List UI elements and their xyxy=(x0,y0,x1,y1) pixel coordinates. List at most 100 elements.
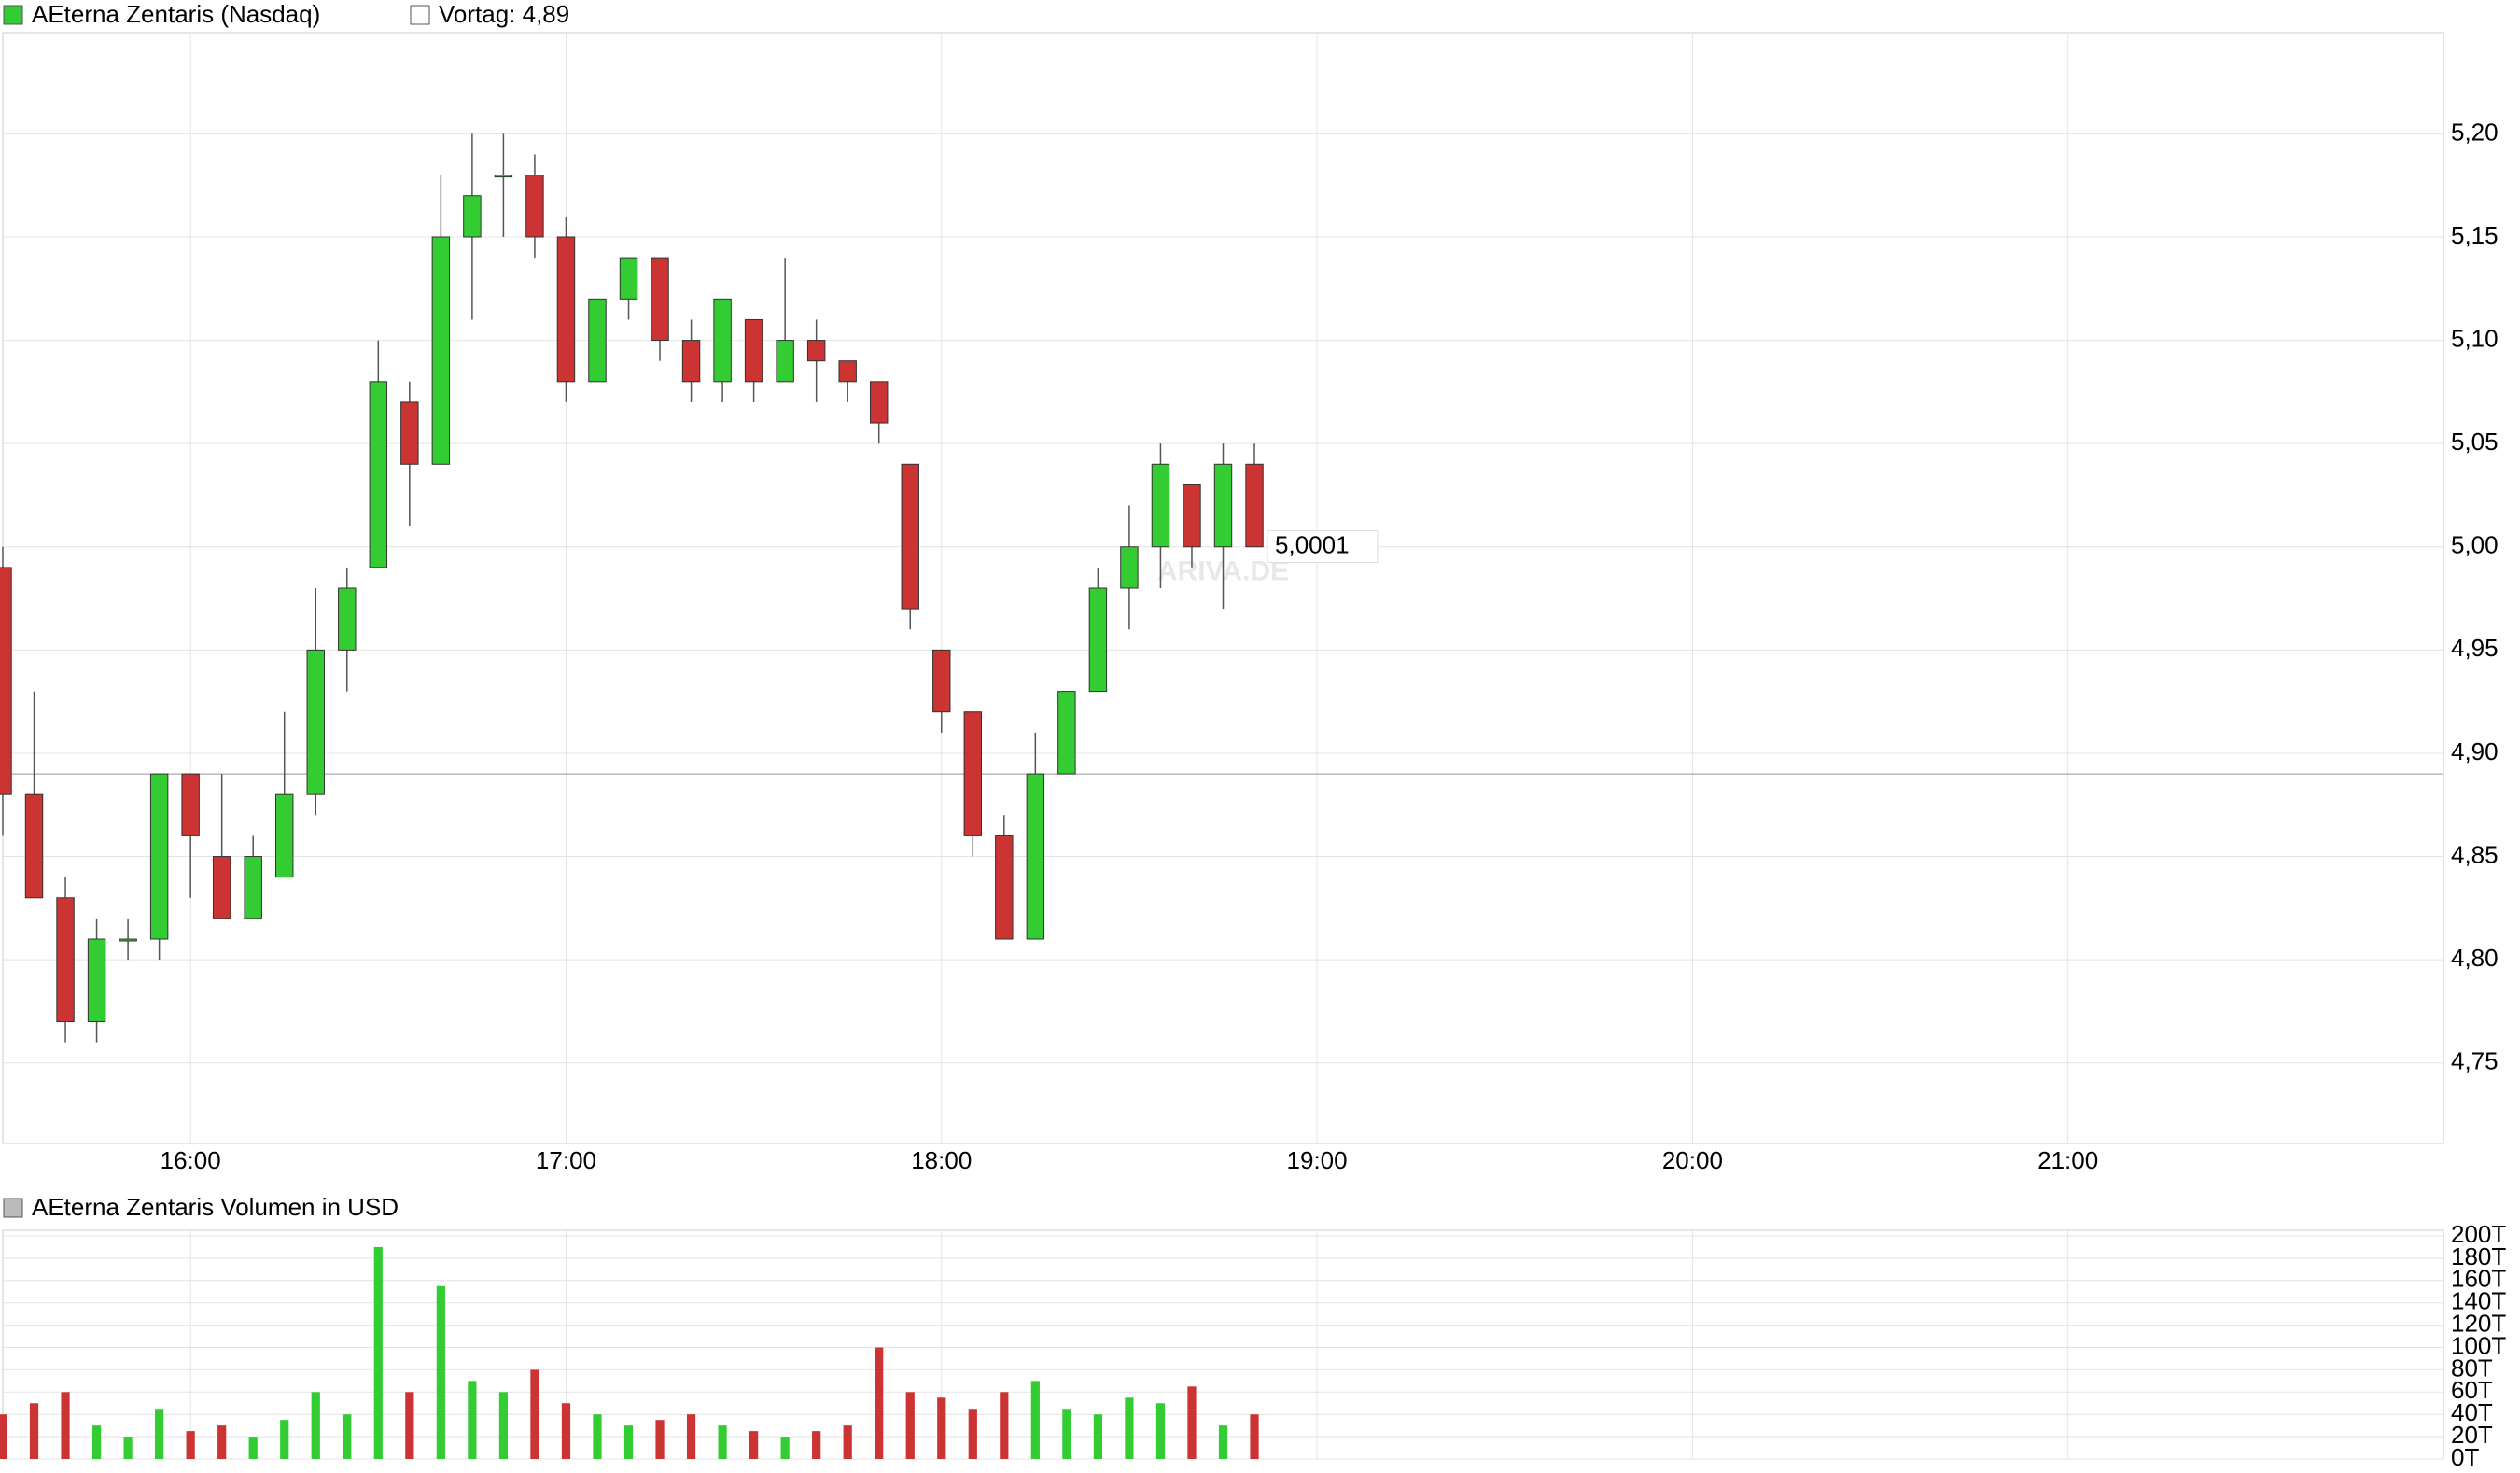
volume-bar xyxy=(343,1414,352,1459)
volume-bar xyxy=(1093,1414,1103,1459)
candle-body xyxy=(1151,463,1170,548)
candle-body xyxy=(681,340,701,383)
volume-bar xyxy=(937,1397,946,1459)
y-tick-label: 60T xyxy=(2451,1376,2493,1404)
candle-body xyxy=(932,649,951,713)
candle-body xyxy=(869,381,889,424)
y-tick-label: 5,05 xyxy=(2451,428,2499,456)
volume-bar xyxy=(61,1392,70,1459)
volume-bar xyxy=(248,1437,258,1459)
candle-body xyxy=(651,257,669,342)
legend-swatch xyxy=(410,5,430,25)
legend-swatch xyxy=(3,1198,23,1218)
volume-bar xyxy=(843,1425,852,1459)
volume-bar xyxy=(186,1431,195,1459)
y-tick-label: 20T xyxy=(2451,1421,2493,1449)
candle-body xyxy=(244,856,262,919)
candle-body xyxy=(806,340,826,362)
volume-bar xyxy=(655,1420,665,1459)
candle-body xyxy=(24,793,44,899)
volume-bar xyxy=(1030,1381,1040,1459)
y-tick-label: 200T xyxy=(2451,1220,2506,1248)
volume-bar xyxy=(749,1431,759,1459)
candle-body xyxy=(400,401,419,465)
candle-body xyxy=(494,175,513,178)
last-price-label: 5,0001 xyxy=(1275,530,1350,558)
candle-body xyxy=(0,567,12,795)
candle-body xyxy=(56,897,75,1022)
volume-bar xyxy=(1125,1397,1134,1459)
legend-swatch xyxy=(3,5,23,25)
candle-body xyxy=(212,856,231,919)
candle-body xyxy=(1057,691,1076,775)
y-tick-label: 120T xyxy=(2451,1309,2506,1337)
candle-body xyxy=(963,711,983,836)
candle-body xyxy=(901,463,919,610)
volume-bar xyxy=(1062,1409,1071,1459)
candle-body xyxy=(588,298,607,383)
candle-body xyxy=(275,793,294,878)
candle-body xyxy=(1183,484,1201,548)
volume-bar xyxy=(530,1369,539,1459)
x-tick-label: 21:00 xyxy=(2037,1146,2098,1174)
volume-bar xyxy=(1187,1386,1197,1459)
candle-body xyxy=(1245,463,1264,548)
y-tick-label: 5,10 xyxy=(2451,324,2499,352)
y-tick-label: 5,15 xyxy=(2451,221,2499,249)
candle-body xyxy=(119,938,137,942)
x-tick-label: 16:00 xyxy=(161,1146,221,1174)
y-tick-label: 4,80 xyxy=(2451,944,2499,972)
legend-label: AEterna Zentaris (Nasdaq) xyxy=(32,0,320,28)
candle-body xyxy=(149,773,169,940)
candle-body xyxy=(525,175,544,238)
volume-bar xyxy=(812,1431,821,1459)
candle-body xyxy=(776,340,794,383)
candle-body xyxy=(995,835,1014,940)
y-tick-label: 5,00 xyxy=(2451,531,2499,559)
volume-bar xyxy=(498,1392,509,1459)
legend-label: Vortag: 4,89 xyxy=(439,0,569,28)
y-tick-label: 4,95 xyxy=(2451,634,2499,662)
candle-body xyxy=(369,381,388,568)
candle-body xyxy=(338,587,357,651)
volume-bar xyxy=(718,1425,727,1459)
y-tick-label: 160T xyxy=(2451,1265,2506,1293)
volume-bar xyxy=(91,1425,102,1459)
candle-body xyxy=(431,236,451,465)
chart-title: AEterna Zentaris Volumen in USD xyxy=(32,1193,399,1221)
volume-bar xyxy=(123,1437,133,1459)
candle-body xyxy=(87,938,106,1022)
candle-body xyxy=(463,195,482,238)
plot-area xyxy=(2,1229,2444,1460)
candle-body xyxy=(744,318,763,383)
volume-bar xyxy=(373,1246,383,1459)
volume-bar xyxy=(686,1414,696,1459)
volume-bar xyxy=(905,1392,915,1459)
last-price-box xyxy=(1267,530,1379,564)
volume-bar xyxy=(1155,1403,1166,1459)
volume-bar xyxy=(1000,1392,1009,1459)
candle-body xyxy=(556,236,576,383)
candle-body xyxy=(713,298,732,383)
volume-bar xyxy=(155,1409,164,1459)
volume-bar xyxy=(405,1392,414,1459)
volume-bar xyxy=(468,1381,477,1459)
candle-body xyxy=(619,257,638,300)
candle-body xyxy=(838,360,857,383)
y-tick-label: 4,75 xyxy=(2451,1047,2499,1075)
volume-bar xyxy=(1250,1414,1259,1459)
volume-bar xyxy=(0,1414,7,1459)
y-tick-label: 0T xyxy=(2451,1443,2479,1471)
volume-bar xyxy=(623,1425,634,1459)
candle-body xyxy=(1213,463,1233,548)
x-tick-label: 20:00 xyxy=(1662,1146,1723,1174)
x-tick-label: 19:00 xyxy=(1287,1146,1348,1174)
volume-bar xyxy=(968,1409,977,1459)
volume-bar xyxy=(561,1403,571,1459)
volume-bar xyxy=(1218,1425,1228,1459)
x-tick-label: 17:00 xyxy=(536,1146,596,1174)
candle-body xyxy=(306,649,325,795)
volume-bar xyxy=(280,1420,289,1459)
candle-body xyxy=(1088,587,1108,693)
